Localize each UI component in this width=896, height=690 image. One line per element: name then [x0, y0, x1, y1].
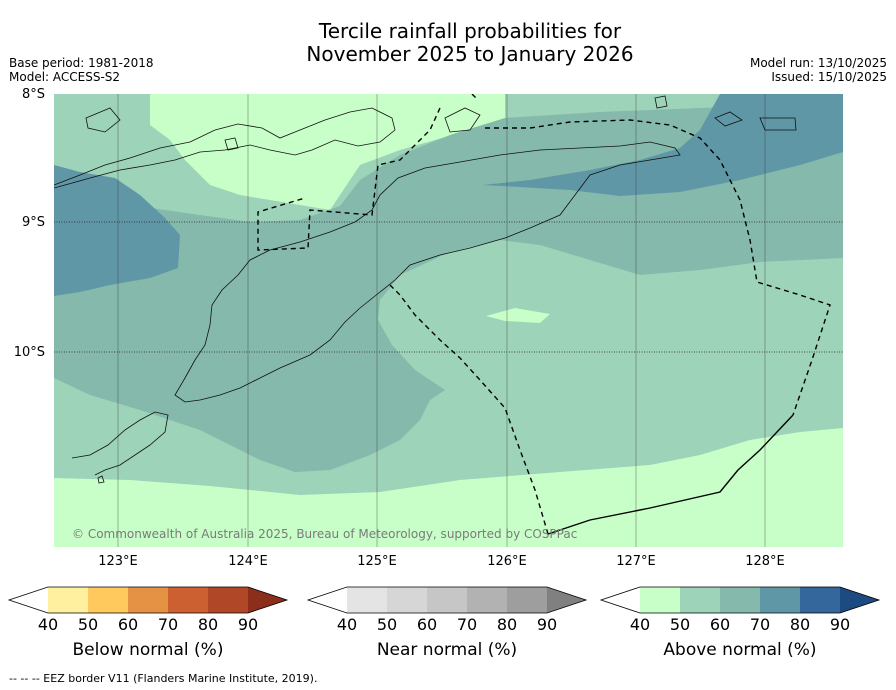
above-swatch-50-60 — [680, 587, 720, 613]
above-swatch-gt90 — [840, 587, 879, 613]
field-40-50-south — [54, 428, 843, 547]
near-swatch-gt90 — [547, 587, 586, 613]
lon-label-125e: 125°E — [357, 554, 397, 569]
lon-label-127e: 127°E — [616, 554, 656, 569]
copyright-notice: © Commonwealth of Australia 2025, Bureau… — [72, 527, 578, 541]
base-period: Base period: 1981-2018 — [9, 56, 154, 70]
near-swatch-lt40 — [308, 587, 347, 613]
below-swatch-gt90 — [248, 587, 287, 613]
title-line-1: Tercile rainfall probabilities for — [318, 19, 622, 43]
coast-north-islands — [54, 107, 396, 189]
coast-islet-7 — [97, 475, 105, 484]
above-swatch-lt40 — [601, 587, 640, 613]
field-70-80-east — [483, 94, 843, 196]
above-tick-90: 90 — [829, 615, 851, 634]
grid — [54, 94, 843, 547]
below-swatch-40-50 — [48, 587, 88, 613]
above-tick-60: 60 — [709, 615, 731, 634]
coast-islet-1 — [85, 107, 121, 133]
near-tick-60: 60 — [416, 615, 438, 634]
coast-islet-2 — [224, 137, 239, 151]
model-name: Model: ACCESS-S2 — [9, 70, 121, 84]
above-tick-40: 40 — [629, 615, 651, 634]
eez-border — [257, 94, 831, 535]
coast-islet-5 — [714, 111, 743, 127]
near-swatch-50-60 — [387, 587, 427, 613]
meta-left: Base period: 1981-2018 Model: ACCESS-S2 — [9, 56, 154, 84]
near-tick-50: 50 — [376, 615, 398, 634]
lat-label-10s: 10°S — [13, 345, 45, 360]
near-colorbar-title: Near normal (%) — [376, 640, 518, 660]
colorbar-below — [7, 586, 289, 614]
below-outline — [7, 586, 289, 614]
colorbar-above — [599, 586, 881, 614]
issued-date: Issued: 15/10/2025 — [771, 70, 887, 84]
field-70-80-west — [54, 165, 180, 296]
near-tick-70: 70 — [456, 615, 478, 634]
lat-label-9s: 9°S — [21, 215, 45, 230]
title-line-2: November 2025 to January 2026 — [306, 42, 634, 66]
below-tick-50: 50 — [77, 615, 99, 634]
above-tick-70: 70 — [749, 615, 771, 634]
near-swatch-80-90 — [507, 587, 547, 613]
below-tick-60: 60 — [117, 615, 139, 634]
lon-label-126e: 126°E — [487, 554, 527, 569]
model-run: Model run: 13/10/2025 — [749, 56, 887, 70]
above-swatch-40-50 — [640, 587, 680, 613]
probability-field — [54, 94, 843, 547]
lat-label-8s: 8°S — [21, 87, 45, 102]
below-swatch-80-90 — [208, 587, 248, 613]
above-outline — [599, 586, 881, 614]
field-40-50-north — [150, 94, 505, 210]
near-tick-80: 80 — [496, 615, 518, 634]
near-outline — [306, 586, 588, 614]
coast-southwest-islands — [71, 411, 169, 476]
below-colorbar-title: Below normal (%) — [72, 640, 224, 660]
coast-timor — [174, 141, 681, 403]
below-swatch-50-60 — [88, 587, 128, 613]
coast-islet-3 — [444, 107, 481, 133]
above-swatch-80-90 — [800, 587, 840, 613]
coast-islet-6 — [759, 117, 797, 131]
above-swatch-60-70 — [720, 587, 760, 613]
eez-footnote: -- -- -- EEZ border V11 (Flanders Marine… — [9, 672, 318, 685]
coastlines — [54, 95, 797, 484]
below-tick-40: 40 — [37, 615, 59, 634]
above-tick-50: 50 — [669, 615, 691, 634]
near-swatch-40-50 — [347, 587, 387, 613]
lon-label-124e: 124°E — [228, 554, 268, 569]
near-tick-40: 40 — [336, 615, 358, 634]
map-title: Tercile rainfall probabilities for Novem… — [0, 20, 896, 66]
below-tick-70: 70 — [157, 615, 179, 634]
above-swatch-70-80 — [760, 587, 800, 613]
meta-right: Model run: 13/10/2025 Issued: 15/10/2025 — [750, 56, 887, 84]
field-40-50-patch — [486, 308, 550, 323]
below-swatch-70-80 — [168, 587, 208, 613]
below-tick-80: 80 — [197, 615, 219, 634]
near-swatch-60-70 — [427, 587, 467, 613]
below-tick-90: 90 — [237, 615, 259, 634]
above-colorbar-title: Above normal (%) — [663, 640, 817, 660]
coast-islet-4 — [654, 95, 668, 109]
near-tick-90: 90 — [536, 615, 558, 634]
lon-label-128e: 128°E — [745, 554, 785, 569]
colorbar-near — [306, 586, 588, 614]
below-swatch-lt40 — [9, 587, 48, 613]
lon-label-123e: 123°E — [98, 554, 138, 569]
below-swatch-60-70 — [128, 587, 168, 613]
field-60-70 — [54, 105, 843, 472]
near-swatch-70-80 — [467, 587, 507, 613]
above-tick-80: 80 — [789, 615, 811, 634]
